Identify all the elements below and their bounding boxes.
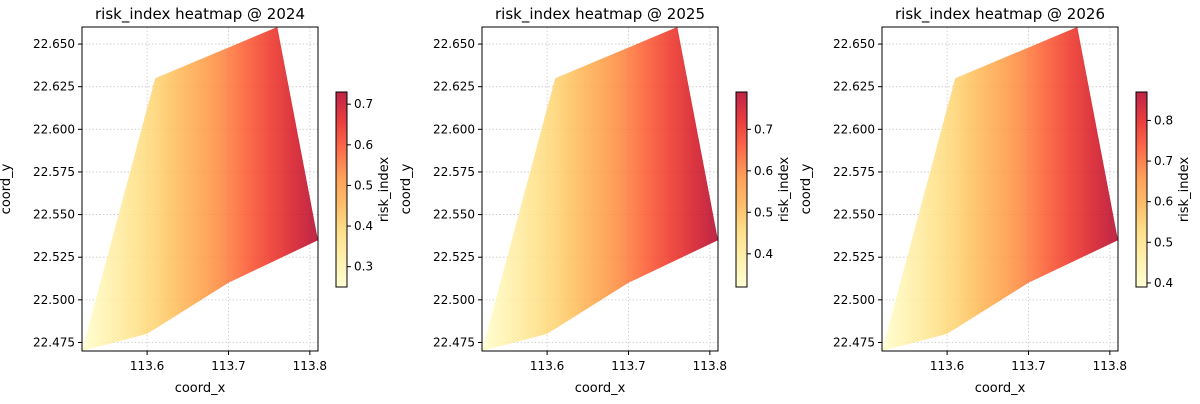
y-tick-label: 22.600 — [33, 122, 75, 136]
y-tick-label: 22.650 — [433, 37, 475, 51]
x-tick-label: 113.7 — [1011, 359, 1045, 373]
colorbar-tick-label: 0.5 — [354, 178, 373, 192]
y-tick-label: 22.500 — [433, 293, 475, 307]
chart-title: risk_index heatmap @ 2024 — [95, 5, 305, 24]
colorbar: 0.4 0.5 0.6 0.7 0.8 risk_index — [1135, 91, 1192, 290]
colorbar-tick-label: 0.7 — [1154, 154, 1173, 168]
y-tick-label: 22.475 — [833, 335, 875, 349]
y-tick-label: 22.525 — [33, 250, 75, 264]
colorbar-tick-label: 0.6 — [1154, 195, 1173, 209]
x-tick-label: 113.6 — [130, 359, 164, 373]
colorbar-tick-label: 0.6 — [354, 138, 373, 152]
colorbar-fill — [736, 92, 747, 287]
colorbar-tick-label: 0.3 — [354, 260, 373, 274]
y-tick-label: 22.475 — [433, 335, 475, 349]
colorbar-tick-label: 0.4 — [1154, 276, 1173, 290]
colorbar-frame — [1135, 91, 1148, 288]
y-axis-label: coord_y — [0, 163, 14, 214]
y-axis-label: coord_y — [799, 163, 814, 214]
colorbar-label: risk_index — [777, 157, 792, 223]
axes-frame — [481, 26, 719, 352]
y-tick-label: 22.600 — [833, 122, 875, 136]
y-tick-label: 22.575 — [833, 165, 875, 179]
x-tick-label: 113.6 — [930, 359, 964, 373]
y-tick-label: 22.550 — [833, 208, 875, 222]
colorbar-tick-label: 0.5 — [754, 205, 773, 219]
heatmap-region — [482, 27, 718, 351]
colorbar-frame — [335, 91, 348, 288]
x-axis-label: coord_x — [175, 381, 226, 396]
colorbar-tick-label: 0.7 — [754, 122, 773, 136]
heatmap-panel-3: 113.6 113.7 113.8 22.475 22.500 22.525 22.550 2… — [799, 5, 1192, 396]
x-tick-label: 113.8 — [293, 359, 327, 373]
y-tick-label: 22.525 — [833, 250, 875, 264]
chart-title: risk_index heatmap @ 2025 — [495, 5, 705, 24]
colorbar-tick-label: 0.6 — [754, 164, 773, 178]
y-tick-label: 22.625 — [33, 80, 75, 94]
y-tick-label: 22.650 — [33, 37, 75, 51]
colorbar-tick-label: 0.7 — [354, 97, 373, 111]
colorbar-tick-label: 0.4 — [754, 247, 773, 261]
y-tick-label: 22.475 — [33, 335, 75, 349]
y-tick-label: 22.525 — [433, 250, 475, 264]
heatmap-region — [882, 27, 1118, 351]
colorbar-fill — [336, 92, 347, 287]
x-axis-label: coord_x — [575, 381, 626, 396]
chart-title: risk_index heatmap @ 2026 — [895, 5, 1105, 24]
y-tick-label: 22.575 — [433, 165, 475, 179]
heatmap-panel-1: 113.6 113.7 113.8 22.475 22.500 22.525 22.550 2… — [0, 5, 392, 396]
y-tick-label: 22.500 — [33, 293, 75, 307]
axes-frame — [81, 26, 319, 352]
colorbar-frame — [735, 91, 748, 288]
y-tick-label: 22.600 — [433, 122, 475, 136]
heatmap-panel-2: 113.6 113.7 113.8 22.475 22.500 22.525 22.550 2… — [399, 5, 792, 396]
y-tick-label: 22.550 — [33, 208, 75, 222]
y-tick-label: 22.625 — [433, 80, 475, 94]
y-tick-label: 22.550 — [433, 208, 475, 222]
axes-frame — [881, 26, 1119, 352]
x-tick-label: 113.6 — [530, 359, 564, 373]
colorbar-label: risk_index — [1177, 157, 1192, 223]
heatmap-region — [82, 27, 318, 351]
colorbar-fill — [1136, 92, 1147, 287]
x-tick-label: 113.7 — [211, 359, 245, 373]
x-tick-label: 113.8 — [693, 359, 727, 373]
colorbar-tick-label: 0.5 — [1154, 235, 1173, 249]
x-tick-label: 113.8 — [1093, 359, 1127, 373]
x-tick-label: 113.7 — [611, 359, 645, 373]
y-tick-label: 22.500 — [833, 293, 875, 307]
colorbar: 0.3 0.4 0.5 0.6 0.7 risk_index — [335, 91, 392, 288]
y-tick-label: 22.625 — [833, 80, 875, 94]
colorbar: 0.4 0.5 0.6 0.7 risk_index — [735, 91, 792, 288]
x-axis-label: coord_x — [975, 381, 1026, 396]
colorbar-tick-label: 0.4 — [354, 219, 373, 233]
colorbar-label: risk_index — [377, 157, 392, 223]
y-tick-label: 22.650 — [833, 37, 875, 51]
y-axis-label: coord_y — [399, 163, 414, 214]
y-tick-label: 22.575 — [33, 165, 75, 179]
colorbar-tick-label: 0.8 — [1154, 113, 1173, 127]
